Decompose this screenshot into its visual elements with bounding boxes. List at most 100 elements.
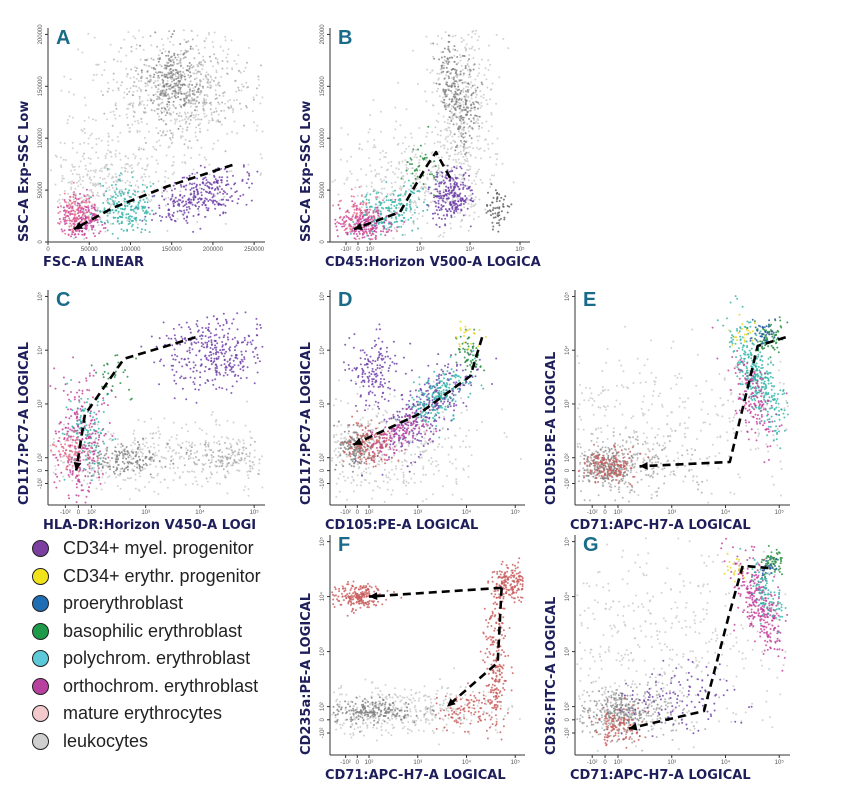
data-point <box>204 176 207 179</box>
data-point <box>443 194 446 197</box>
data-point <box>111 232 114 235</box>
data-point <box>390 182 393 185</box>
data-point <box>417 227 419 230</box>
data-point <box>412 148 415 151</box>
data-point <box>217 322 220 325</box>
data-point <box>443 59 446 61</box>
data-point <box>68 228 71 231</box>
data-point <box>159 481 162 484</box>
data-point <box>179 194 182 197</box>
data-point <box>170 132 173 135</box>
data-point <box>369 218 372 221</box>
data-point <box>164 180 166 183</box>
data-point <box>496 137 499 140</box>
data-point <box>433 196 436 199</box>
data-point <box>458 204 461 207</box>
data-point <box>395 204 398 207</box>
data-point <box>375 192 378 195</box>
data-point <box>218 371 221 374</box>
data-point <box>211 117 214 120</box>
data-point <box>173 95 176 98</box>
data-point <box>479 106 482 109</box>
data-point <box>120 222 123 225</box>
data-point <box>194 135 197 138</box>
data-point <box>138 102 141 105</box>
data-point <box>423 156 426 159</box>
data-point <box>390 160 393 163</box>
data-point <box>161 78 164 81</box>
data-point <box>474 114 477 117</box>
data-point <box>237 341 240 344</box>
data-point <box>422 158 425 161</box>
data-point <box>233 460 236 463</box>
data-point <box>158 71 161 74</box>
data-point <box>472 205 475 208</box>
data-point <box>249 470 252 473</box>
data-point <box>188 122 191 125</box>
data-point <box>71 201 74 204</box>
data-point <box>474 96 477 99</box>
data-point <box>109 43 112 46</box>
data-point <box>129 444 132 447</box>
data-point <box>112 200 114 202</box>
data-point <box>213 203 216 206</box>
data-point <box>489 63 492 66</box>
data-point <box>160 219 162 222</box>
data-point <box>148 458 151 460</box>
data-point <box>332 204 335 207</box>
data-point <box>143 212 146 215</box>
data-point <box>225 350 228 353</box>
data-point <box>442 115 445 118</box>
data-point <box>139 199 142 202</box>
data-point <box>459 225 462 228</box>
data-point <box>122 478 125 481</box>
x-tick-label: 200000 <box>203 247 224 253</box>
data-point <box>431 91 434 94</box>
data-point <box>355 233 358 235</box>
data-point <box>457 98 460 101</box>
data-point <box>182 67 185 69</box>
data-point <box>242 341 245 344</box>
data-point <box>406 202 409 205</box>
data-point <box>208 465 211 468</box>
data-point <box>467 164 470 167</box>
data-point <box>174 472 177 475</box>
data-point <box>207 340 210 343</box>
data-point <box>185 206 188 209</box>
data-point <box>412 182 415 185</box>
data-point <box>418 127 421 129</box>
data-point <box>118 174 121 177</box>
data-point <box>454 68 456 71</box>
data-point <box>178 114 180 117</box>
data-point <box>89 157 92 160</box>
data-point <box>140 121 143 123</box>
data-point <box>214 199 217 202</box>
data-point <box>189 193 192 196</box>
data-point <box>366 214 369 216</box>
data-point <box>352 220 355 223</box>
data-point <box>232 421 235 424</box>
data-point <box>73 223 76 226</box>
data-point <box>120 443 123 445</box>
data-point <box>491 142 494 145</box>
data-point <box>176 217 179 220</box>
data-point <box>474 91 477 94</box>
data-point <box>334 218 337 221</box>
data-point <box>386 193 389 196</box>
data-point <box>71 466 74 469</box>
data-point <box>240 108 242 110</box>
data-point <box>106 201 109 204</box>
data-point <box>73 202 76 205</box>
data-point <box>147 206 150 209</box>
data-point <box>381 221 384 224</box>
data-point <box>449 110 451 113</box>
data-point <box>396 230 399 233</box>
data-point <box>176 58 178 61</box>
data-point <box>78 229 81 232</box>
data-point <box>190 29 193 32</box>
data-point <box>138 86 140 89</box>
data-point <box>369 164 372 167</box>
data-point <box>116 194 119 197</box>
data-point <box>63 199 66 201</box>
data-point <box>81 233 84 236</box>
